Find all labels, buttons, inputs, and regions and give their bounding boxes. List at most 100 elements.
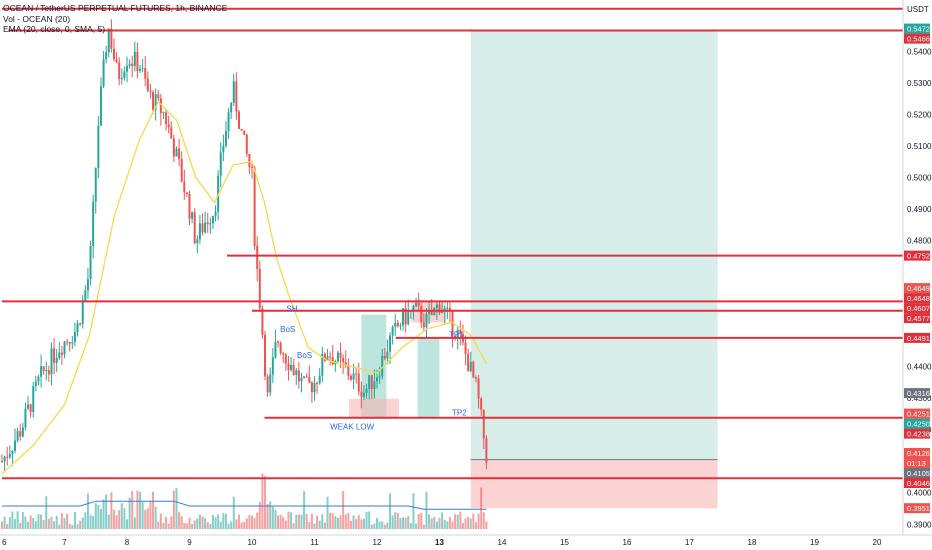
volume-bar [131, 491, 134, 529]
price-tag-bg [904, 448, 930, 459]
candle-body [407, 311, 410, 325]
volume-bar [34, 521, 37, 529]
volume-bar [8, 517, 11, 529]
candle-body [45, 370, 48, 372]
y-tick-label: 0.3900 [907, 520, 932, 529]
stop-zone [470, 459, 718, 509]
x-tick-label: 20 [873, 538, 882, 547]
price-tag-bg [904, 33, 930, 44]
volume-bar [24, 516, 27, 529]
volume-bar [339, 515, 342, 529]
candle-body [420, 305, 423, 323]
candle-body [230, 102, 233, 113]
price-tag-bg [904, 468, 930, 479]
candle-body [474, 377, 477, 379]
candle-body [253, 167, 256, 246]
annotation-label: TP1 [449, 330, 464, 339]
volume-bar [89, 515, 92, 529]
x-tick-label: 7 [62, 538, 67, 547]
volume-bar [170, 516, 173, 529]
candle-body [60, 352, 63, 355]
volume-bar [79, 520, 82, 529]
volume-bar [485, 521, 488, 529]
volume-bar [271, 506, 274, 529]
candle-body [261, 308, 264, 335]
volume-bar [60, 513, 63, 529]
volume-bar [227, 523, 230, 529]
candle-body [376, 377, 378, 382]
candle-body [206, 222, 209, 225]
volume-bar [222, 512, 225, 529]
candle-body [86, 279, 89, 291]
volume-bar [274, 509, 277, 529]
level-layer [2, 7, 903, 480]
candle-body [19, 431, 22, 437]
price-tag-label: 0.5466 [907, 35, 930, 44]
volume-bar [217, 514, 220, 529]
candle-body [480, 398, 483, 410]
volume-bar [97, 504, 100, 529]
price-tag-label: 0.4238 [907, 430, 930, 439]
candle-body [16, 431, 19, 441]
price-tag-label: 0.4126 [907, 449, 930, 458]
volume-bar [441, 512, 444, 529]
candle-body [310, 382, 313, 393]
volume-bar [99, 508, 102, 529]
candle-body [352, 373, 355, 380]
candle-body [55, 357, 58, 363]
candle-body [71, 342, 74, 344]
candle-body [469, 361, 472, 372]
candle-body [29, 404, 32, 413]
candle-body [191, 212, 194, 219]
volume-bar [94, 503, 97, 529]
candle-body [152, 91, 155, 110]
candle-body [53, 348, 56, 363]
volume-bar [204, 518, 207, 529]
candle-body [305, 376, 308, 378]
candle-body [178, 148, 181, 160]
candle-body [368, 375, 371, 389]
price-tag-bg [904, 293, 930, 304]
volume-bar [14, 519, 17, 529]
volume-bar [284, 520, 287, 529]
candle-body [336, 352, 339, 362]
volume-bar [480, 487, 483, 529]
volume-bar [63, 518, 66, 529]
x-tick-label: 14 [498, 538, 507, 547]
candle-body [99, 86, 102, 126]
volume-bar [326, 496, 329, 529]
candle-body [3, 456, 6, 462]
price-axis-unit: USDT [907, 5, 929, 14]
volume-bar [446, 521, 449, 529]
volume-bar [251, 515, 253, 529]
volume-bar [196, 518, 199, 529]
volume-bar [264, 475, 267, 529]
volume-bar [154, 506, 157, 529]
y-tick-label: 0.4800 [907, 236, 932, 245]
volume-bar [146, 508, 149, 529]
candle-body [185, 192, 188, 194]
candle-body [112, 48, 115, 60]
y-tick-label: 0.5000 [907, 173, 932, 182]
candle-body [50, 348, 53, 375]
candle-body [217, 175, 220, 212]
volume-bar [92, 516, 95, 529]
volume-bar [386, 522, 389, 529]
volume-bar [76, 523, 79, 529]
volume-bar [256, 512, 259, 529]
volume-bar [428, 514, 431, 529]
candle-body [266, 376, 269, 393]
candle-body [389, 335, 392, 352]
candle-body [425, 313, 428, 328]
candle-body [79, 323, 82, 325]
volume-bar [32, 518, 35, 529]
volume-bar [86, 493, 89, 529]
candle-body [399, 325, 402, 327]
candle-body [105, 52, 108, 60]
candle-body [295, 370, 298, 375]
candle-body [34, 381, 37, 386]
candle-body [175, 148, 178, 157]
volume-bar [331, 513, 334, 529]
